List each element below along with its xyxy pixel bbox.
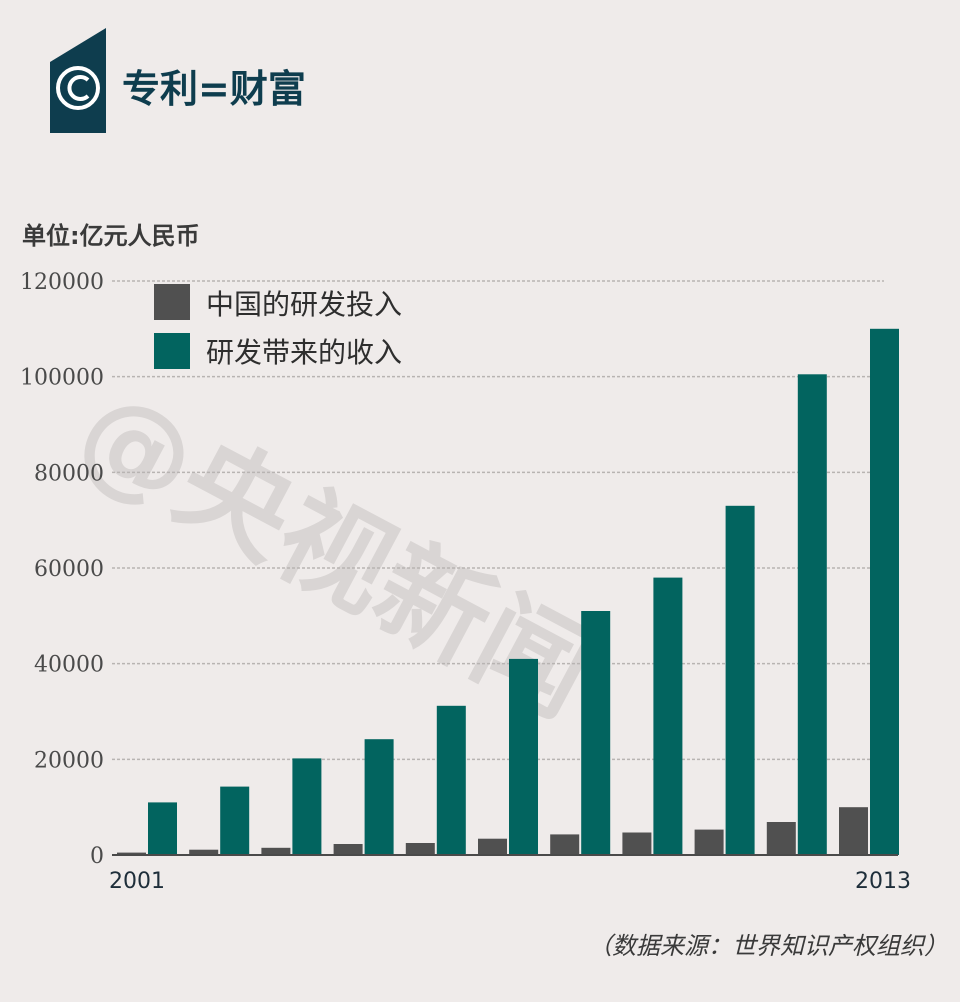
y-tick-label: 0 bbox=[90, 844, 104, 869]
bar-rd-investment bbox=[405, 843, 435, 855]
y-tick-label: 80000 bbox=[34, 461, 104, 486]
bar-rd-investment bbox=[694, 829, 724, 855]
bar-rd-revenue bbox=[870, 328, 899, 855]
bar-rd-investment bbox=[622, 832, 652, 855]
legend-swatch-rd-revenue bbox=[154, 333, 190, 369]
bar-rd-investment bbox=[478, 838, 507, 855]
bar-rd-investment bbox=[189, 849, 219, 855]
y-tick-label: 120000 bbox=[20, 270, 104, 295]
bar-rd-investment bbox=[333, 844, 363, 855]
legend: 中国的研发投入 研发带来的收入 bbox=[154, 284, 402, 369]
copyright-icon bbox=[56, 66, 100, 110]
bar-rd-revenue bbox=[653, 577, 683, 855]
source-note: （数据来源：世界知识产权组织） bbox=[588, 932, 948, 960]
bar-rd-revenue bbox=[220, 786, 250, 855]
legend-label-rd-revenue: 研发带来的收入 bbox=[206, 336, 402, 369]
y-tick-label: 20000 bbox=[34, 748, 104, 773]
bar-rd-revenue bbox=[148, 802, 177, 855]
y-tick-label: 100000 bbox=[20, 366, 104, 391]
bar-rd-revenue bbox=[797, 374, 827, 855]
grid bbox=[112, 280, 884, 761]
copyright-c-mark bbox=[67, 75, 90, 101]
y-axis-ticks: 0 20000 40000 60000 80000 100000 120000 bbox=[20, 270, 104, 869]
y-tick-label: 40000 bbox=[34, 653, 104, 678]
logo-badge bbox=[50, 28, 106, 133]
y-tick-label: 60000 bbox=[34, 557, 104, 582]
bar-rd-revenue bbox=[292, 758, 322, 855]
legend-label-rd-investment: 中国的研发投入 bbox=[206, 288, 402, 321]
x-tick-label: 2013 bbox=[855, 869, 911, 894]
bar-rd-investment bbox=[117, 852, 146, 855]
bar-rd-investment bbox=[261, 847, 291, 855]
bar-rd-revenue bbox=[581, 611, 611, 855]
x-tick-label: 2001 bbox=[109, 869, 165, 894]
bar-rd-investment bbox=[839, 807, 868, 855]
bars bbox=[117, 328, 899, 855]
bar-rd-revenue bbox=[725, 505, 755, 855]
page-title: 专利=财富 bbox=[122, 67, 306, 111]
bar-rd-revenue bbox=[436, 705, 466, 855]
x-axis-ticks: 2001 2013 bbox=[109, 869, 911, 894]
bar-rd-investment bbox=[766, 822, 796, 855]
bar-rd-investment bbox=[550, 834, 580, 855]
legend-swatch-rd-investment bbox=[154, 284, 190, 320]
bar-rd-revenue bbox=[364, 739, 394, 855]
unit-label: 单位:亿元人民币 bbox=[22, 222, 200, 250]
header-logo: © bbox=[50, 28, 106, 133]
bar-rd-revenue bbox=[509, 658, 538, 855]
